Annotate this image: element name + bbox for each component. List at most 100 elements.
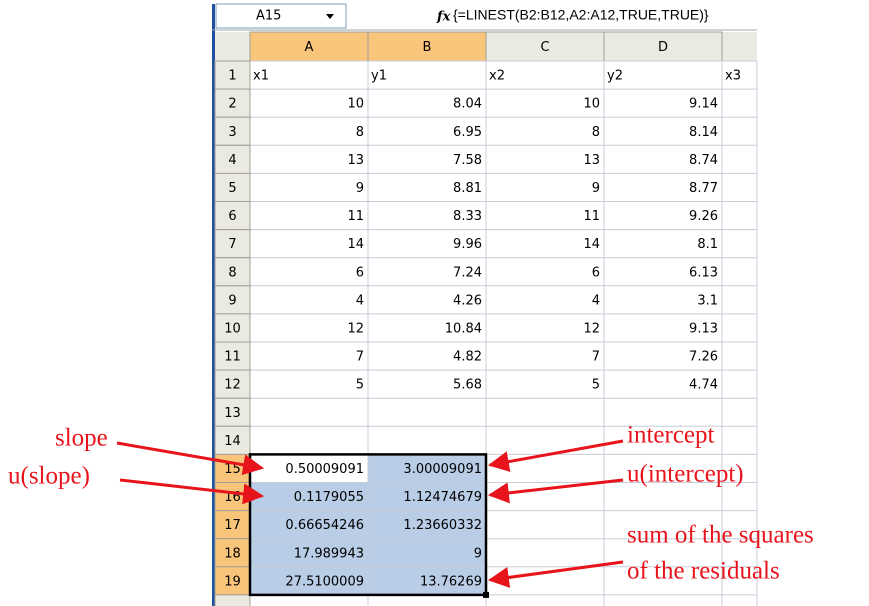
annotation: intercept [627, 422, 715, 449]
cell-text: 1.12474679 [403, 490, 482, 505]
active-cell [250, 454, 368, 483]
row-header [214, 201, 251, 231]
row-number: 19 [224, 574, 241, 589]
cell-text: 9.96 [453, 237, 482, 252]
cell-text: 8.1 [697, 237, 718, 252]
cell-text: 0.1179055 [294, 490, 364, 505]
cell-text: 0.50009091 [285, 462, 364, 477]
cell-text: 8 [592, 125, 600, 140]
window-edge [212, 4, 215, 606]
cell-text: 14 [583, 237, 600, 252]
row-number: 14 [224, 434, 241, 449]
cell-text: 13 [347, 153, 364, 168]
cell-text: 1.23660332 [403, 518, 482, 533]
row-number: 9 [228, 293, 236, 308]
cell-text: 4 [356, 293, 364, 308]
row-header [214, 594, 251, 606]
row-header [214, 425, 251, 455]
formula-text: {=LINEST(B2:B12,A2:A12,TRUE,TRUE)} [453, 7, 709, 23]
cell-text: 7.24 [453, 265, 482, 280]
cell-text: x3 [725, 69, 741, 84]
row-header [214, 397, 251, 427]
cell-text: 7.26 [689, 350, 718, 365]
cell-text: 9.14 [689, 97, 718, 112]
cell-text: 12 [583, 321, 600, 336]
arrow [116, 441, 265, 476]
selection-border [248, 453, 488, 597]
cell-text: 11 [347, 209, 364, 224]
row-number: 18 [224, 546, 241, 561]
cell-text: 9 [356, 181, 364, 196]
cell-text: 8.33 [453, 209, 482, 224]
cell-text: 9 [474, 546, 482, 561]
row-number: 12 [224, 378, 241, 393]
row-number: 2 [228, 97, 236, 112]
row-number: 13 [224, 406, 241, 421]
cell-text: 9 [592, 181, 600, 196]
cell-text: 5 [592, 378, 600, 393]
cell-text: 17.989943 [294, 546, 364, 561]
cell-text: 4.26 [453, 293, 482, 308]
arrow [487, 439, 624, 472]
cell-text: x1 [253, 69, 269, 84]
cell-text: 8 [356, 125, 364, 140]
cell-text: 8.04 [453, 97, 482, 112]
name-box[interactable] [215, 3, 347, 29]
column-header [249, 31, 369, 62]
row-header [214, 566, 251, 596]
cell-text: y2 [607, 69, 623, 84]
row-number: 15 [224, 462, 241, 477]
annotation: u(intercept) [627, 461, 744, 488]
cell-text: 5 [356, 378, 364, 393]
cell-text: 7.58 [453, 153, 482, 168]
cell-text: 3.1 [697, 293, 718, 308]
row-number: 4 [228, 153, 236, 168]
dropdown[interactable] [326, 14, 334, 19]
cell-text: 8.74 [689, 153, 718, 168]
arrow [487, 560, 624, 588]
annotations: slope u(slope) intercept u(intercept) su… [8, 422, 814, 588]
cell-text: 10 [583, 97, 600, 112]
annotation: slope [55, 425, 108, 452]
row-number: 11 [224, 350, 241, 365]
row-number: 1 [228, 69, 236, 84]
row-number: 8 [228, 265, 236, 280]
row-number: 10 [224, 321, 241, 336]
row-number: 17 [224, 518, 241, 533]
cell-text: 5.68 [453, 378, 482, 393]
cell-text: 27.5100009 [285, 574, 364, 589]
row-number: 6 [228, 209, 236, 224]
fx-icon: fx [436, 10, 451, 25]
column-header [603, 31, 723, 62]
annotation: u(slope) [8, 463, 90, 490]
arrow [119, 478, 265, 505]
cell-text: 11 [583, 209, 600, 224]
column-letter: A [305, 40, 314, 55]
cell-text: y1 [371, 69, 387, 84]
cell-text: 3.00009091 [403, 462, 482, 477]
row-number: 5 [228, 181, 236, 196]
row-number: 7 [228, 237, 236, 252]
column-letter: C [540, 40, 549, 55]
row-header [214, 60, 251, 90]
column-letter: B [423, 40, 432, 55]
arrow [487, 478, 624, 504]
cell-text: 13 [583, 153, 600, 168]
cell-text: 9.13 [689, 321, 718, 336]
cell-text: x2 [489, 69, 505, 84]
cell-text: 8.81 [453, 181, 482, 196]
cell-text: 0.66654246 [285, 518, 364, 533]
row-header [214, 88, 251, 118]
annotation: sum of the squares [627, 522, 814, 549]
cell-text: 4 [592, 293, 600, 308]
column-letter: D [658, 40, 668, 55]
cell-text: 9.26 [689, 209, 718, 224]
cell-text: 12 [347, 321, 364, 336]
cell-text: 6.13 [689, 265, 718, 280]
cell-text: 10.84 [445, 321, 482, 336]
cell-text: 13.76269 [420, 574, 482, 589]
grid: A B C D1 x1 y1 x2 y2 x32 10 8.04 10 9.143 8 6.95 8 8.144… [214, 31, 758, 606]
cell-text: 7 [592, 350, 600, 365]
row-header [214, 285, 251, 315]
